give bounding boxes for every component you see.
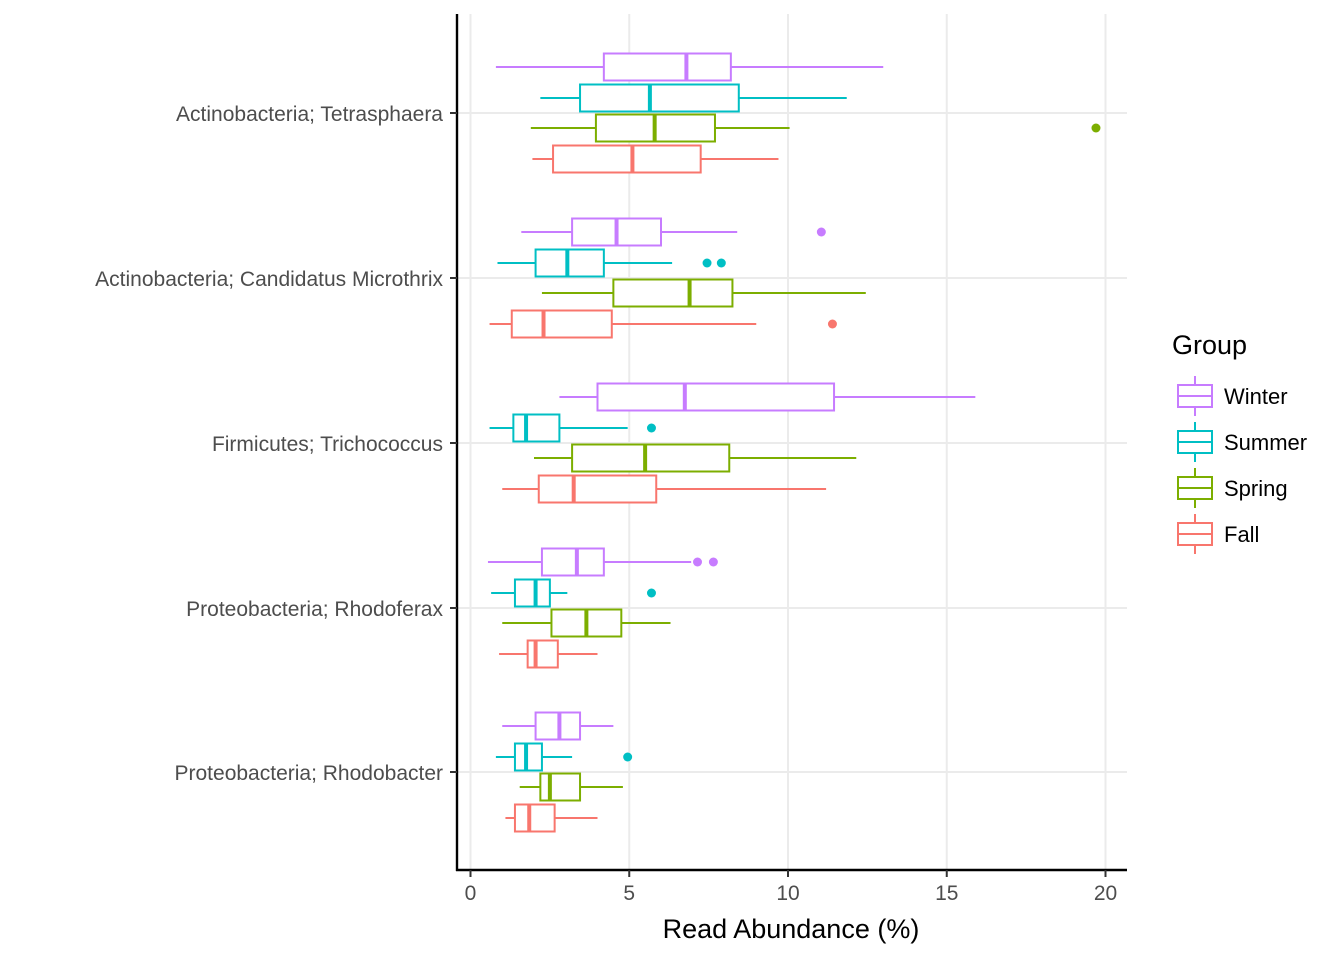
box-winter-2 <box>559 382 976 412</box>
box-spring-1 <box>541 278 866 308</box>
y-tick-label-2: Firmicutes; Trichococcus <box>212 433 443 456</box>
legend-item-fall: Fall <box>1177 514 1259 554</box>
box-summer-2 <box>489 413 656 443</box>
outlier-point <box>827 319 837 329</box>
box-iqr <box>552 144 702 174</box>
box-iqr <box>513 803 556 833</box>
outlier-point <box>708 557 718 567</box>
box-fall-2 <box>502 474 827 504</box>
outlier-point <box>1091 123 1101 133</box>
box-layer <box>487 52 1101 833</box>
box-iqr <box>513 742 543 772</box>
y-tick-label-3: Proteobacteria; Rhodoferax <box>186 598 443 621</box>
box-iqr <box>540 547 605 577</box>
box-fall-3 <box>499 639 598 669</box>
legend-label-winter: Winter <box>1224 384 1288 409</box>
box-fall-0 <box>532 144 779 174</box>
box-iqr <box>612 278 734 308</box>
outlier-point <box>646 423 656 433</box>
x-tick-label-15: 15 <box>935 882 958 905</box>
x-tick-label-5: 5 <box>623 882 635 905</box>
box-summer-4 <box>495 742 633 772</box>
box-winter-0 <box>495 52 884 82</box>
y-tick-label-4: Proteobacteria; Rhodobacter <box>175 762 444 785</box>
box-summer-3 <box>491 578 656 608</box>
legend-label-spring: Spring <box>1224 476 1288 501</box>
box-fall-4 <box>505 803 598 833</box>
box-fall-1 <box>489 309 837 339</box>
box-summer-0 <box>540 83 847 113</box>
box-iqr <box>596 382 836 412</box>
x-tick-label-0: 0 <box>465 882 477 905</box>
box-iqr <box>537 474 658 504</box>
box-spring-4 <box>519 772 623 802</box>
box-iqr <box>579 83 740 113</box>
box-iqr <box>512 413 561 443</box>
box-iqr <box>539 772 582 802</box>
box-spring-0 <box>530 113 1101 143</box>
y-tick-label-1: Actinobacteria; Candidatus Microthrix <box>95 268 443 291</box>
x-tick-label-10: 10 <box>776 882 799 905</box>
y-tick-label-0: Actinobacteria; Tetrasphaera <box>176 103 443 126</box>
box-iqr <box>534 248 605 278</box>
outlier-point <box>623 752 633 762</box>
box-winter-3 <box>487 547 718 577</box>
box-iqr <box>602 52 732 82</box>
legend-label-fall: Fall <box>1224 522 1259 547</box>
box-iqr <box>513 578 551 608</box>
legend-label-summer: Summer <box>1224 430 1307 455</box>
x-axis-title: Read Abundance (%) <box>663 914 920 944</box>
box-winter-4 <box>502 711 614 741</box>
legend-item-summer: Summer <box>1177 422 1307 462</box>
legend: Group Winter Summer Spring Fall <box>1172 330 1307 554</box>
axes: 0 5 10 15 20 Actinobacteria; Tetrasphaera Acti… <box>95 14 1127 905</box>
box-iqr <box>526 639 559 669</box>
box-spring-2 <box>534 443 857 473</box>
box-winter-1 <box>521 217 826 247</box>
outlier-point <box>693 557 703 567</box>
box-iqr <box>571 443 731 473</box>
legend-title: Group <box>1172 330 1247 360</box>
x-tick-label-20: 20 <box>1094 882 1117 905</box>
box-summer-1 <box>497 248 726 278</box>
outlier-point <box>702 258 712 268</box>
box-spring-3 <box>502 608 671 638</box>
legend-item-spring: Spring <box>1177 468 1288 508</box>
legend-item-winter: Winter <box>1177 376 1288 416</box>
box-iqr <box>510 309 613 339</box>
outlier-point <box>646 588 656 598</box>
outlier-point <box>716 258 726 268</box>
outlier-point <box>816 227 826 237</box>
